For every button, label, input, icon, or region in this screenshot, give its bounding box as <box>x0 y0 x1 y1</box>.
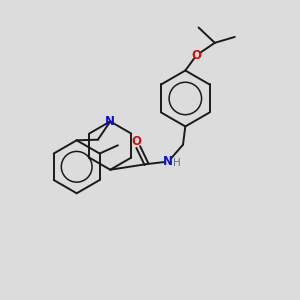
Text: H: H <box>173 158 181 168</box>
Text: O: O <box>132 135 142 148</box>
Text: N: N <box>105 115 115 128</box>
Text: O: O <box>191 49 202 62</box>
Text: N: N <box>163 155 173 168</box>
